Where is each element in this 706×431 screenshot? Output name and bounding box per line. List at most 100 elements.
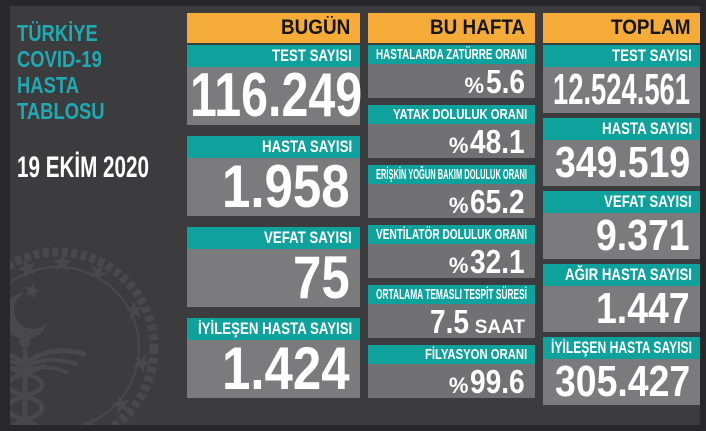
stat-row: FİLYASYON ORANI %99.6 [368,345,535,398]
stat-label: TEST SAYISI [612,46,693,65]
stat-value-box: 349.519 [543,140,700,186]
column-rows: HASTALARDA ZATÜRRE ORANI %5.6 YATAK DOLULU… [368,45,535,398]
page-title-text: TABLOSU [17,98,105,124]
stat-value: 349.519 [554,138,690,187]
stat-value-box: %5.6 [368,64,535,98]
stat-value-box: 1.958 [187,157,360,217]
stat-value-wrap: %65.2 [449,185,525,218]
stat-label-bar: ERİŞKİN YOĞUN BAKIM DOLULUK ORANI [368,165,535,184]
stat-value-wrap: 9.371 [596,214,690,258]
column-bu-hafta: BU HAFTA HASTALARDA ZATÜRRE ORANI %5.6 YAT… [368,6,535,425]
dashboard-panel: TÜRKİYE COVID-19 HASTA TABLOSU 19 EKİM 2… [10,6,700,425]
column-rows: TEST SAYISI 116.249 HASTA SAYISI 1.958 VEFAT… [187,45,362,399]
stat-row: YATAK DOLULUK ORANI %48.1 [368,105,535,158]
stat-row: HASTALARDA ZATÜRRE ORANI %5.6 [368,45,535,98]
stat-label-bar: İYİLEŞEN HASTA SAYISI [543,337,700,359]
stat-value-box: 75 [187,248,360,308]
stat-label-bar: VEFAT SAYISI [543,191,700,213]
column-header-text: BUGÜN [280,16,351,39]
percent-prefix: % [448,252,469,278]
stat-value-wrap: %32.1 [449,245,525,278]
stat-label: İYİLEŞEN HASTA SAYISI [551,338,692,357]
stat-value: 32.1 [470,242,526,280]
stat-value-box: %99.6 [368,364,535,398]
column-header-text: TOPLAM [610,16,690,39]
page-title-line: HASTA [17,72,133,98]
stat-label-bar: İYİLEŞEN HASTA SAYISI [187,318,360,340]
stat-label-bar: HASTA SAYISI [543,118,700,140]
stat-value: 116.249 [190,61,363,130]
stat-value-wrap: 1.958 [222,157,350,217]
stat-label: HASTA SAYISI [601,119,693,138]
stat-label: HASTALARDA ZATÜRRE ORANI [376,46,527,63]
stat-label: AĞIR HASTA SAYISI [565,265,693,284]
stat-label: İYİLEŞEN HASTA SAYISI [197,319,353,338]
stat-value: 7.5 [429,302,469,340]
page-title-line: TABLOSU [17,98,133,124]
stat-value-wrap: %99.6 [449,365,525,398]
stat-row: AĞIR HASTA SAYISI 1.447 [543,264,700,332]
stat-value-wrap: 305.427 [555,360,690,404]
stat-value-box: 1.447 [543,286,700,332]
stat-label-bar: ORTALAMA TEMASLI TESPİT SÜRESİ [368,285,535,304]
page-title-text: COVID-19 [17,46,102,72]
column-header: BUGÜN [187,13,360,43]
stat-value-wrap: 116.249 [190,65,362,127]
stat-value: 12.524.561 [553,65,690,114]
stat-label: FİLYASYON ORANI [424,346,528,363]
percent-prefix: % [448,372,469,398]
stat-value: 48.1 [470,122,526,160]
stat-label: ERİŞKİN YOĞUN BAKIM DOLULUK ORANI [376,166,527,183]
stat-row: VENTİLATÖR DOLULUK ORANI %32.1 [368,225,535,278]
stat-row: TEST SAYISI 12.524.561 [543,45,700,113]
stat-value-box: 116.249 [187,65,362,127]
stat-label: HASTA SAYISI [261,137,353,156]
stat-value-box: 7.5 SAAT [368,304,535,338]
stat-value: 1.424 [222,335,351,402]
stat-value-box: 12.524.561 [543,67,700,113]
report-date: 19 EKİM 2020 [17,152,149,184]
stat-row: HASTA SAYISI 1.958 [187,136,360,217]
stat-label: ORTALAMA TEMASLI TESPİT SÜRESİ [376,286,527,303]
stat-value-wrap: 7.5 SAAT [430,305,525,338]
stat-row: VEFAT SAYISI 75 [187,227,360,308]
stat-value: 99.6 [470,362,526,400]
column-header: TOPLAM [543,13,700,43]
stat-row: VEFAT SAYISI 9.371 [543,191,700,259]
stat-value-wrap: 1.447 [596,287,690,331]
stat-label-bar: YATAK DOLULUK ORANI [368,105,535,124]
stat-label: VENTİLATÖR DOLULUK ORANI [376,226,527,243]
stat-value-box: 9.371 [543,213,700,259]
stat-value-wrap: %48.1 [449,125,525,158]
stat-value: 9.371 [596,211,691,260]
page-title-line: COVID-19 [17,46,133,72]
stat-value-box: 305.427 [543,359,700,405]
sidebar: TÜRKİYE COVID-19 HASTA TABLOSU 19 EKİM 2… [10,6,187,425]
stat-row: ERİŞKİN YOĞUN BAKIM DOLULUK ORANI %65.2 [368,165,535,218]
percent-prefix: % [448,192,469,218]
stat-value: 1.958 [222,153,351,220]
stat-value-wrap: 75 [293,248,350,308]
column-header: BU HAFTA [368,13,535,43]
stat-label: VEFAT SAYISI [264,228,353,247]
page-title-text: HASTA [17,72,80,98]
column-toplam: TOPLAM TEST SAYISI 12.524.561 HASTA SAYISI… [543,6,700,425]
percent-prefix: % [464,72,485,98]
stat-value-box: %65.2 [368,184,535,218]
stat-value: 5.6 [486,62,526,100]
unit-suffix: SAAT [474,316,525,338]
stat-value-wrap: 1.424 [222,339,350,399]
stat-label-bar: VENTİLATÖR DOLULUK ORANI [368,225,535,244]
stat-label-bar: HASTALARDA ZATÜRRE ORANI [368,45,535,64]
stat-label-bar: VEFAT SAYISI [187,227,360,249]
stat-value-box: %32.1 [368,244,535,278]
column-header-text: BU HAFTA [429,16,526,39]
stat-label-bar: TEST SAYISI [543,45,700,67]
column-bugun: BUGÜN TEST SAYISI 116.249 HASTA SAYISI 1.95… [187,6,362,425]
stat-value-wrap: 349.519 [555,141,690,185]
report-date-text: 19 EKİM 2020 [17,151,149,184]
page-title-text: TÜRKİYE [17,20,98,46]
stat-label-bar: TEST SAYISI [187,45,360,67]
stat-row: İYİLEŞEN HASTA SAYISI 305.427 [543,337,700,405]
